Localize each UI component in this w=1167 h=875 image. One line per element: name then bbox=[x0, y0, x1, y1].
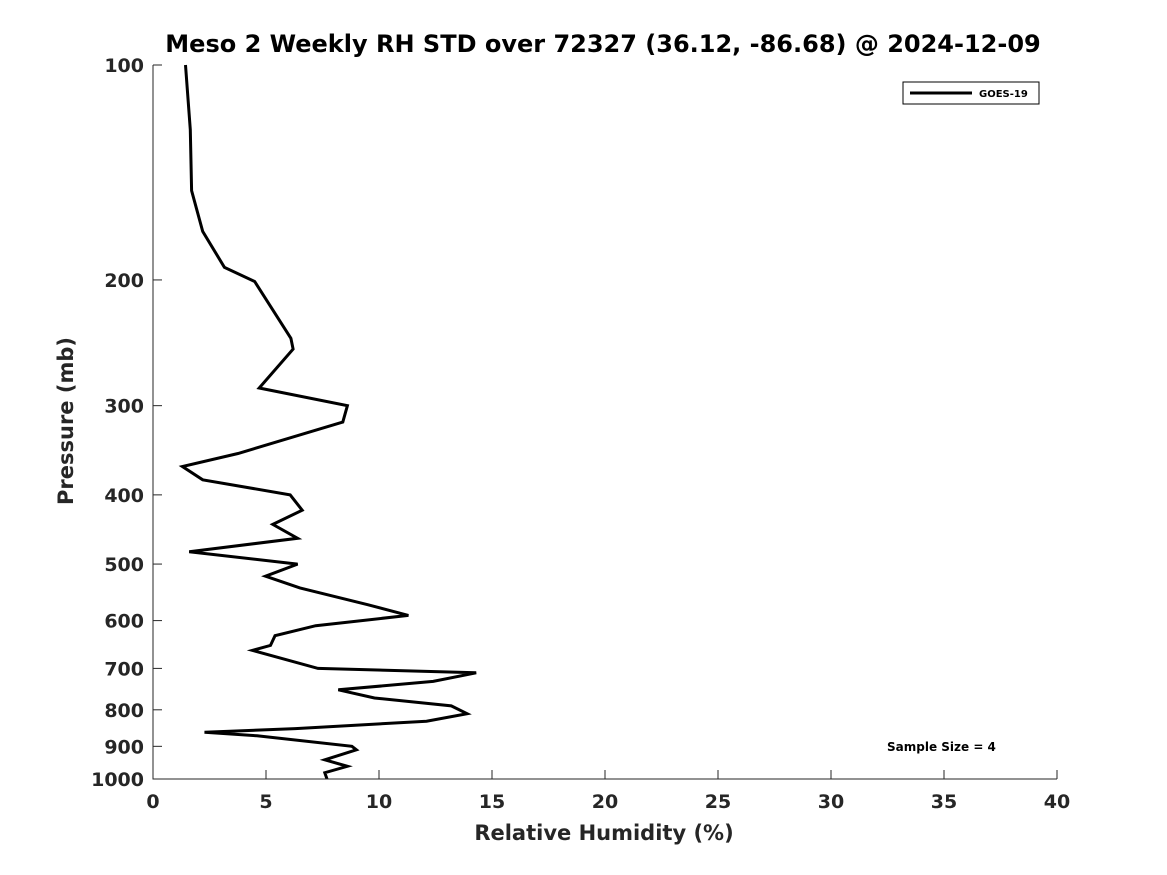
y-tick-label: 500 bbox=[104, 554, 144, 576]
x-tick-label: 30 bbox=[818, 791, 844, 813]
x-tick-label: 15 bbox=[479, 791, 505, 813]
y-tick-label: 800 bbox=[104, 700, 144, 722]
x-tick-label: 40 bbox=[1044, 791, 1070, 813]
x-tick-label: 35 bbox=[931, 791, 957, 813]
legend: GOES-19 bbox=[902, 81, 1040, 105]
series-layer bbox=[178, 64, 477, 780]
x-tick-label: 0 bbox=[146, 791, 159, 813]
x-axis-label: Relative Humidity (%) bbox=[474, 821, 733, 845]
y-tick-label: 1000 bbox=[91, 769, 144, 791]
y-tick-label: 300 bbox=[104, 396, 144, 418]
chart-title: Meso 2 Weekly RH STD over 72327 (36.12, … bbox=[165, 30, 1040, 58]
x-ticks: 0 5 10 15 20 25 30 35 40 bbox=[146, 770, 1070, 813]
sample-size-annotation: Sample Size = 4 bbox=[887, 740, 996, 754]
y-tick-label: 900 bbox=[104, 736, 144, 758]
x-tick-label: 10 bbox=[366, 791, 392, 813]
legend-label-goes-19: GOES-19 bbox=[979, 89, 1028, 100]
axes-frame bbox=[152, 65, 1057, 780]
y-tick-label: 200 bbox=[104, 270, 144, 292]
y-tick-label: 100 bbox=[104, 55, 144, 77]
x-tick-label: 20 bbox=[592, 791, 618, 813]
y-ticks: 100 200 300 400 500 600 700 800 900 1000 bbox=[91, 55, 162, 791]
y-tick-label: 600 bbox=[104, 611, 144, 633]
y-tick-label: 700 bbox=[104, 658, 144, 680]
y-tick-label: 400 bbox=[104, 485, 144, 507]
y-axis-label: Pressure (mb) bbox=[54, 337, 78, 505]
x-tick-label: 5 bbox=[259, 791, 272, 813]
x-tick-label: 25 bbox=[705, 791, 731, 813]
series-line-goes-19 bbox=[178, 64, 477, 780]
